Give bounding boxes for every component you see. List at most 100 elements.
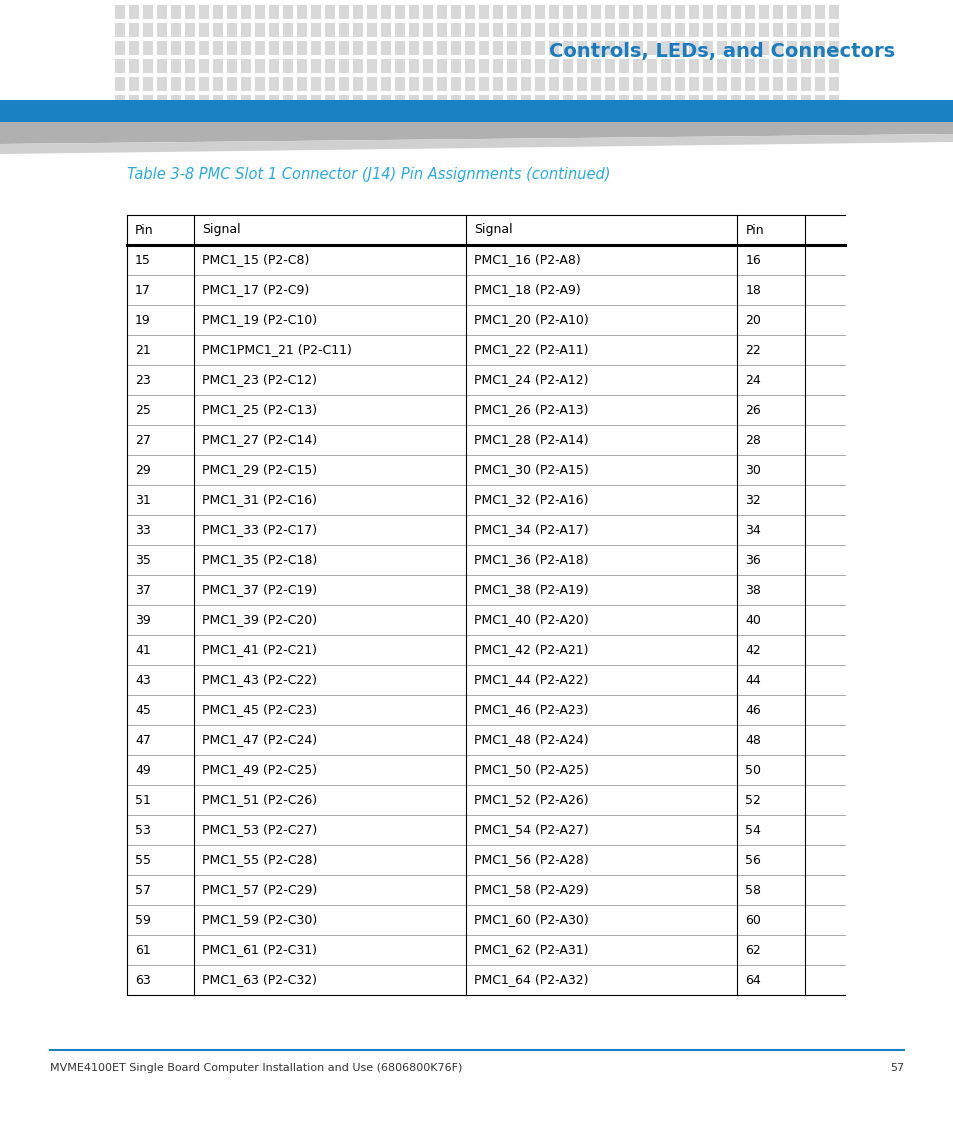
Text: PMC1_25 (P2-C13): PMC1_25 (P2-C13) [202,403,317,417]
Text: PMC1_44 (P2-A22): PMC1_44 (P2-A22) [474,673,588,687]
Bar [633,5,642,19]
Bar [660,41,670,55]
Bar [702,77,712,90]
Text: 15: 15 [135,253,151,267]
Text: PMC1_34 (P2-A17): PMC1_34 (P2-A17) [474,523,588,537]
Bar [129,5,139,19]
Text: MVME4100ET Single Board Computer Installation and Use (6806800K76F): MVME4100ET Single Board Computer Install… [50,1063,462,1073]
Bar [801,60,810,73]
Bar [493,95,502,109]
Bar [828,5,838,19]
Bar [157,95,167,109]
Text: PMC1_55 (P2-C28): PMC1_55 (P2-C28) [202,853,317,867]
Bar [353,60,363,73]
Text: PMC1_23 (P2-C12): PMC1_23 (P2-C12) [202,373,317,387]
Bar [675,95,684,109]
Text: PMC1_61 (P2-C31): PMC1_61 (P2-C31) [202,943,317,956]
Bar [688,5,699,19]
Bar [353,77,363,90]
Bar [801,23,810,37]
Bar [759,5,768,19]
Bar [338,23,349,37]
Bar [367,77,376,90]
Text: PMC1_24 (P2-A12): PMC1_24 (P2-A12) [474,373,588,387]
Bar [702,41,712,55]
Bar [325,5,335,19]
Bar [702,60,712,73]
Bar [577,60,586,73]
Text: PMC1_46 (P2-A23): PMC1_46 (P2-A23) [474,703,588,717]
Bar [311,41,320,55]
Bar [157,77,167,90]
Bar [786,5,796,19]
Text: 21: 21 [135,344,151,356]
Text: 59: 59 [135,914,151,926]
Bar [688,77,699,90]
Bar [688,23,699,37]
Bar [604,95,615,109]
Bar [577,23,586,37]
Bar [786,95,796,109]
Bar [409,77,418,90]
Bar [325,41,335,55]
Text: 17: 17 [135,284,151,297]
Text: 56: 56 [744,853,760,867]
Bar [143,77,152,90]
Bar [254,77,265,90]
Bar [520,41,531,55]
Text: PMC1_16 (P2-A8): PMC1_16 (P2-A8) [474,253,580,267]
Text: 39: 39 [135,614,151,626]
Text: 51: 51 [135,793,151,806]
Bar [618,5,628,19]
Bar [451,95,460,109]
Bar [786,41,796,55]
Bar [633,23,642,37]
Bar [618,60,628,73]
Bar [520,77,531,90]
Text: 20: 20 [744,314,760,326]
Bar [717,77,726,90]
Bar [660,23,670,37]
Bar [213,60,223,73]
Bar [478,23,489,37]
Bar [409,60,418,73]
Bar [157,60,167,73]
Bar [213,5,223,19]
Text: 19: 19 [135,314,151,326]
Bar [143,41,152,55]
Bar [171,23,181,37]
Text: PMC1_53 (P2-C27): PMC1_53 (P2-C27) [202,823,317,837]
Text: 41: 41 [135,643,151,656]
Text: 35: 35 [135,553,151,567]
Bar [451,5,460,19]
Bar [338,41,349,55]
Bar [675,41,684,55]
Bar [562,23,573,37]
Text: 60: 60 [744,914,760,926]
Text: PMC1_64 (P2-A32): PMC1_64 (P2-A32) [474,973,588,987]
Bar [380,41,391,55]
Bar [129,41,139,55]
Bar [283,5,293,19]
Bar [464,60,475,73]
Bar [367,41,376,55]
Bar [325,60,335,73]
Text: 42: 42 [744,643,760,656]
Text: 44: 44 [744,673,760,687]
Bar [646,5,657,19]
Text: PMC1_41 (P2-C21): PMC1_41 (P2-C21) [202,643,317,656]
Bar [577,77,586,90]
Bar [422,23,433,37]
Bar [199,41,209,55]
Bar [618,77,628,90]
Text: PMC1_51 (P2-C26): PMC1_51 (P2-C26) [202,793,317,806]
Text: 32: 32 [744,493,760,506]
Bar [129,95,139,109]
Bar [478,41,489,55]
Bar [296,95,307,109]
Bar [451,77,460,90]
Bar [675,5,684,19]
Bar [604,60,615,73]
Bar [213,77,223,90]
Bar [688,60,699,73]
